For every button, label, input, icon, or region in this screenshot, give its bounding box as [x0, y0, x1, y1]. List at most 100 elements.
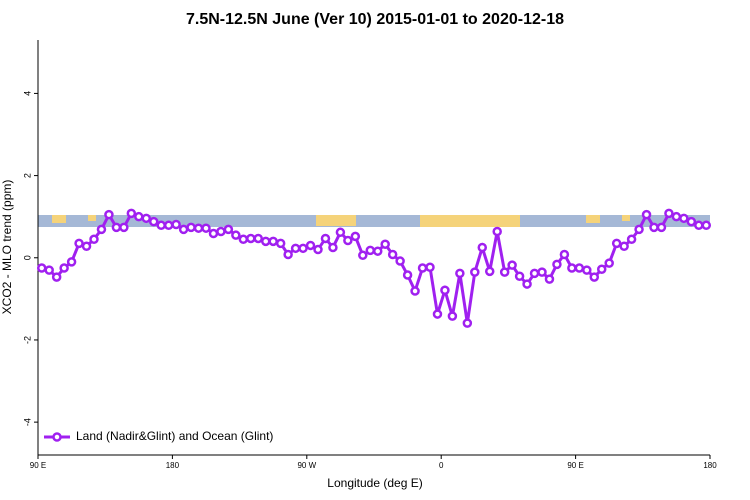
x-tick-label: 90 E [567, 461, 583, 470]
point [470, 267, 480, 277]
point [611, 238, 622, 249]
point [126, 208, 137, 219]
point [156, 220, 166, 231]
point [320, 233, 331, 244]
y-tick-label: 4 [22, 91, 32, 96]
point [358, 250, 368, 261]
x-tick-label: 180 [703, 461, 717, 470]
point [328, 242, 338, 253]
point [350, 231, 361, 242]
point [253, 233, 264, 244]
point [268, 236, 278, 247]
point [231, 230, 241, 240]
x-tick-label: 90 E [30, 461, 46, 470]
point [298, 243, 308, 254]
point [201, 223, 211, 233]
point [111, 222, 122, 233]
x-tick-label: 180 [166, 461, 180, 470]
point [260, 236, 271, 247]
point [649, 222, 659, 233]
point [283, 249, 293, 260]
series-line [41, 211, 707, 324]
point [432, 309, 443, 319]
point [238, 234, 249, 245]
point [66, 257, 77, 267]
point [178, 224, 189, 235]
point [275, 238, 286, 249]
y-tick-label: 2 [22, 173, 32, 178]
point [641, 209, 652, 220]
point [36, 263, 47, 273]
point [559, 249, 570, 260]
point [141, 213, 152, 224]
point [81, 241, 92, 252]
point [552, 259, 562, 270]
point [484, 266, 495, 277]
y-tick-label: -4 [22, 418, 32, 426]
x-axis-label: Longitude (deg E) [327, 476, 422, 490]
point [104, 209, 114, 220]
point [455, 268, 465, 279]
point [395, 256, 405, 266]
point [634, 224, 644, 235]
point [604, 258, 614, 268]
point [148, 216, 159, 227]
point [626, 234, 637, 245]
y-axis-label: XCO2 - MLO trend (ppm) [0, 180, 14, 315]
point [223, 224, 234, 235]
point [365, 245, 376, 256]
point [522, 279, 532, 289]
legend-marker [52, 432, 62, 442]
point [380, 239, 390, 249]
point [119, 222, 129, 233]
point [679, 213, 689, 224]
point [372, 246, 383, 256]
point [440, 285, 450, 295]
point [51, 272, 62, 282]
x-tick-label: 0 [439, 461, 444, 470]
point [671, 211, 682, 222]
point [208, 228, 219, 239]
point [567, 263, 577, 273]
point [686, 216, 697, 227]
point [305, 240, 316, 251]
point [74, 238, 84, 249]
point [402, 270, 413, 280]
point [313, 244, 323, 255]
point [425, 262, 435, 272]
point [477, 242, 488, 253]
point [410, 286, 420, 296]
point [514, 271, 525, 282]
point [193, 223, 204, 233]
point [171, 219, 181, 230]
legend-label: Land (Nadir&Glint) and Ocean (Glint) [76, 429, 273, 443]
point [694, 220, 704, 231]
point [335, 227, 346, 238]
point [492, 226, 502, 237]
point [544, 274, 555, 284]
point [186, 222, 196, 233]
point [44, 265, 54, 275]
point [507, 260, 517, 270]
point [582, 265, 592, 275]
point [462, 318, 473, 328]
y-tick-label: -2 [22, 336, 32, 344]
point [619, 241, 629, 252]
point [134, 211, 144, 222]
point [216, 226, 226, 237]
point [529, 268, 540, 279]
point [596, 264, 607, 275]
point [447, 311, 458, 321]
point [701, 220, 712, 231]
point [59, 263, 69, 273]
point [499, 267, 510, 277]
point [656, 222, 667, 233]
y-tick-label: 0 [22, 255, 32, 260]
point [574, 263, 585, 273]
point [96, 224, 107, 235]
point [290, 243, 301, 254]
point [417, 263, 428, 273]
point [537, 267, 547, 277]
point [664, 208, 674, 219]
